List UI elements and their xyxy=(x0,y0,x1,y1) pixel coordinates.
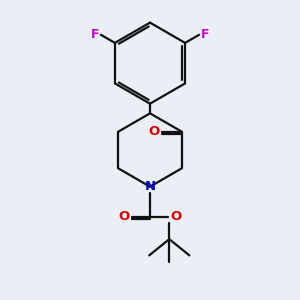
Text: F: F xyxy=(201,28,209,41)
Text: F: F xyxy=(91,28,99,41)
Text: O: O xyxy=(119,210,130,223)
Text: O: O xyxy=(170,210,181,223)
Text: O: O xyxy=(148,125,160,138)
Text: N: N xyxy=(144,180,156,193)
